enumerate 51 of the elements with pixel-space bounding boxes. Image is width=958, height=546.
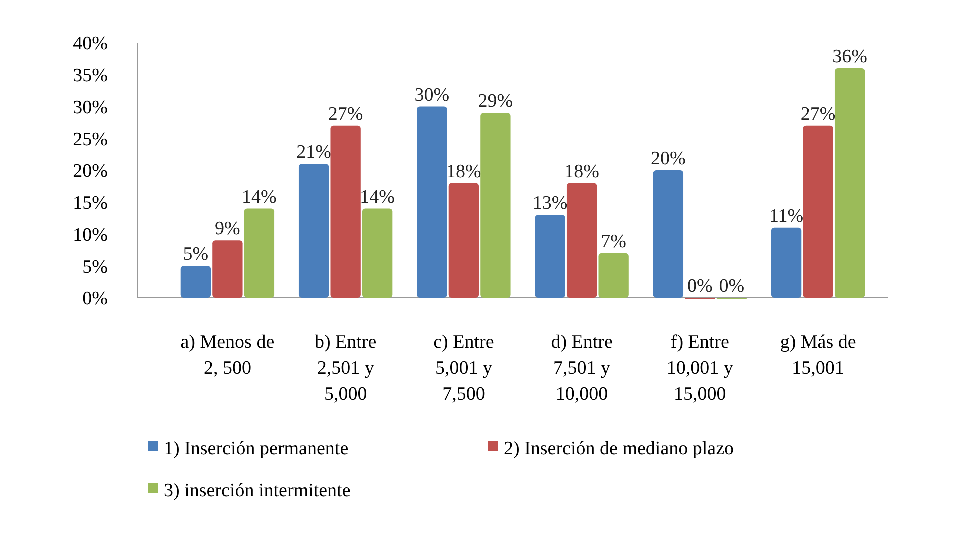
data-label: 0% — [719, 276, 745, 297]
y-tick-label: 5% — [82, 256, 108, 278]
data-label: 30% — [414, 84, 450, 106]
x-tick-label: g) Más de 15,001 — [780, 332, 856, 379]
y-tick-label: 0% — [82, 288, 108, 310]
data-label: 14% — [360, 186, 396, 208]
bar — [834, 68, 866, 298]
legend-label: 2) Inserción de mediano plazo — [504, 438, 734, 460]
data-label: 0% — [688, 276, 714, 297]
x-tick-label: d) Entre 7,501 y 10,000 — [551, 332, 613, 405]
x-tick-label: b) Entre 2,501 y 5,000 — [314, 332, 377, 405]
data-label: 11% — [769, 206, 804, 227]
data-label: 7% — [601, 231, 627, 252]
data-label: 18% — [564, 161, 600, 182]
bar — [330, 126, 361, 298]
data-label: 13% — [532, 193, 568, 214]
bar — [771, 228, 802, 298]
data-label: 29% — [478, 91, 514, 112]
bar — [480, 113, 511, 298]
bar — [803, 126, 834, 298]
bar — [212, 240, 243, 298]
legend-label: 1) Inserción permanente — [164, 438, 349, 460]
y-tick-label: 20% — [73, 161, 108, 182]
x-tick-label: a) Menos de 2, 500 — [180, 332, 275, 379]
bar — [362, 208, 393, 298]
y-tick-label: 30% — [73, 97, 108, 118]
y-tick-label: 35% — [73, 66, 108, 87]
data-label: 27% — [800, 104, 836, 125]
y-tick-label: 40% — [73, 34, 108, 55]
x-tick-label: f) Entre 10,001 y 15,000 — [666, 332, 734, 405]
y-tick-label: 10% — [73, 224, 108, 246]
legend-label: 3) inserción intermitente — [164, 480, 351, 502]
data-label: 36% — [832, 46, 868, 68]
bar — [598, 253, 629, 298]
bar — [653, 170, 684, 298]
data-label: 5% — [183, 244, 209, 266]
bar — [244, 208, 275, 298]
data-label: 27% — [328, 104, 364, 125]
bar — [180, 266, 212, 298]
bar — [535, 215, 566, 298]
x-tick-label: c) Entre 5,001 y 7,500 — [434, 332, 494, 405]
bar — [448, 183, 480, 298]
y-tick-label: 15% — [73, 193, 108, 214]
data-label: 9% — [215, 218, 241, 240]
y-tick-label: 25% — [73, 129, 108, 150]
bar — [566, 183, 598, 298]
data-label: 21% — [296, 142, 332, 164]
data-label: 20% — [651, 148, 686, 170]
bar — [417, 106, 448, 298]
data-label: 14% — [242, 186, 278, 208]
bar — [298, 164, 330, 298]
